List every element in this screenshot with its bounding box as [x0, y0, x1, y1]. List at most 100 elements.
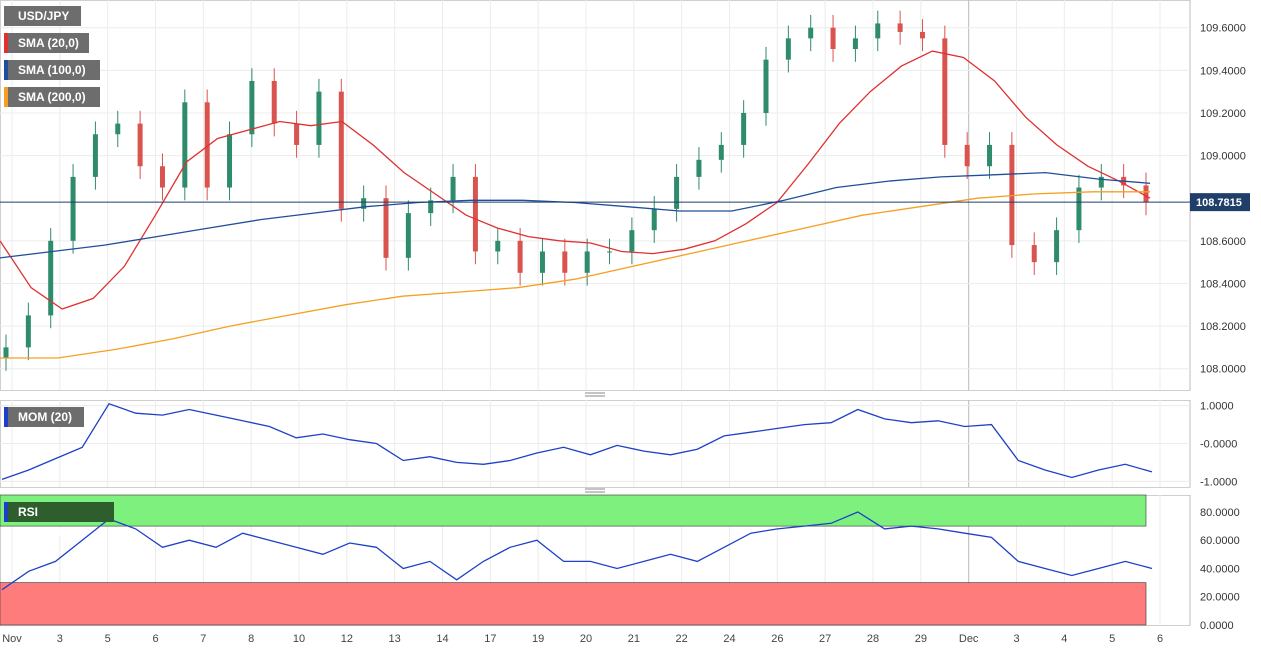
y-tick-label: 80.0000	[1200, 507, 1240, 519]
candle-body	[852, 38, 858, 50]
x-tick-label: 7	[200, 633, 206, 645]
y-tick-label: 108.4000	[1200, 278, 1246, 290]
y-tick-label: 108.6000	[1200, 236, 1246, 248]
candle-body	[830, 27, 836, 50]
x-tick-label: 27	[819, 633, 831, 645]
candle-body	[182, 102, 188, 188]
candle-body	[763, 59, 769, 113]
x-tick-label: 24	[723, 633, 735, 645]
legend-rsi[interactable]: RSI (14,70,30,1)	[4, 502, 114, 539]
candle-body	[875, 23, 881, 39]
candle-body	[607, 251, 613, 253]
candle-body	[271, 80, 277, 124]
x-tick-label: Nov	[2, 633, 22, 645]
y-tick-label: 1.0000	[1200, 401, 1234, 413]
candle-body	[137, 123, 143, 167]
x-tick-label: 6	[152, 633, 158, 645]
candle-body	[987, 144, 993, 167]
y-tick-label: -1.0000	[1200, 476, 1237, 488]
candle-body	[115, 123, 121, 135]
candle-body	[1054, 230, 1060, 263]
candle-body	[919, 31, 925, 39]
y-tick-label: 109.6000	[1200, 23, 1246, 35]
x-tick-label: 10	[293, 633, 305, 645]
legend-sma100[interactable]: SMA (100,0)	[4, 60, 100, 80]
candle-body	[1143, 185, 1149, 203]
oversold-band	[0, 582, 1147, 626]
candle-body	[316, 91, 322, 145]
x-tick-label: 28	[867, 633, 879, 645]
x-tick-label: 8	[248, 633, 254, 645]
x-tick-label: 22	[676, 633, 688, 645]
y-tick-label: 109.2000	[1200, 108, 1246, 120]
candle-body	[1098, 176, 1104, 188]
candle-body	[204, 102, 210, 188]
candle-body	[741, 112, 747, 145]
rsi-line	[1, 511, 1153, 591]
x-tick-label: 14	[436, 633, 448, 645]
candle-body	[897, 23, 903, 32]
candle-body	[718, 144, 724, 160]
x-tick-label: 5	[105, 633, 111, 645]
y-tick-label: 20.0000	[1200, 592, 1240, 604]
candle-body	[405, 213, 411, 258]
candle-body	[92, 134, 98, 177]
x-tick-label: 21	[628, 633, 640, 645]
x-tick-label: 4	[1061, 633, 1067, 645]
y-tick-label: 60.0000	[1200, 535, 1240, 547]
y-tick-label: 109.4000	[1200, 65, 1246, 77]
candle-body	[428, 200, 434, 214]
candle-body	[48, 240, 54, 316]
y-tick-label: -0.0000	[1200, 439, 1237, 451]
last-price-label: 108.7815	[1196, 197, 1242, 209]
legend-sma20[interactable]: SMA (20,0)	[4, 33, 89, 53]
candle-body	[629, 230, 635, 252]
x-tick-label: 17	[484, 633, 496, 645]
candle-body	[942, 38, 948, 145]
candle-body	[25, 315, 31, 348]
mom-line	[1, 403, 1153, 481]
overbought-band	[0, 494, 1147, 527]
x-tick-label: 29	[915, 633, 927, 645]
candle-body	[584, 251, 590, 273]
x-tick-label: 12	[341, 633, 353, 645]
candle-body	[249, 80, 255, 135]
candle-body	[450, 176, 456, 201]
candle-body	[361, 198, 367, 209]
x-tick-label: 3	[1013, 633, 1019, 645]
y-tick-label: 108.2000	[1200, 321, 1246, 333]
last-price-badge	[1190, 193, 1250, 212]
y-tick-label: 40.0000	[1200, 563, 1240, 575]
candle-body	[472, 176, 478, 252]
x-tick-label: 6	[1157, 633, 1163, 645]
candle-body	[517, 240, 523, 273]
x-tick-label: 3	[57, 633, 63, 645]
candle-body	[495, 240, 501, 252]
candle-body	[383, 198, 389, 258]
y-tick-label: 0.0000	[1200, 620, 1234, 632]
candle-body	[227, 134, 233, 188]
x-tick-label: 5	[1109, 633, 1115, 645]
candle-body	[651, 208, 657, 231]
candle-body	[338, 91, 344, 209]
candle-body	[539, 251, 545, 273]
legend-mom[interactable]: MOM (20)	[4, 407, 84, 427]
candle-body	[808, 27, 814, 39]
candle-body	[674, 176, 680, 209]
candle-body	[159, 166, 165, 188]
legend-symbol[interactable]: USD/JPY	[4, 6, 81, 26]
candle-body	[964, 144, 970, 167]
candle-body	[3, 347, 9, 359]
x-tick-label: 13	[389, 633, 401, 645]
x-tick-label: 19	[532, 633, 544, 645]
legend-sma200[interactable]: SMA (200,0)	[4, 87, 100, 107]
x-tick-label: 20	[580, 633, 592, 645]
candle-body	[294, 123, 300, 145]
y-tick-label: 108.0000	[1200, 364, 1246, 376]
candle-body	[70, 176, 76, 241]
candle-body	[1076, 187, 1082, 231]
candle-body	[562, 251, 568, 273]
candle-body	[696, 159, 702, 177]
x-tick-label: Dec	[959, 633, 979, 645]
